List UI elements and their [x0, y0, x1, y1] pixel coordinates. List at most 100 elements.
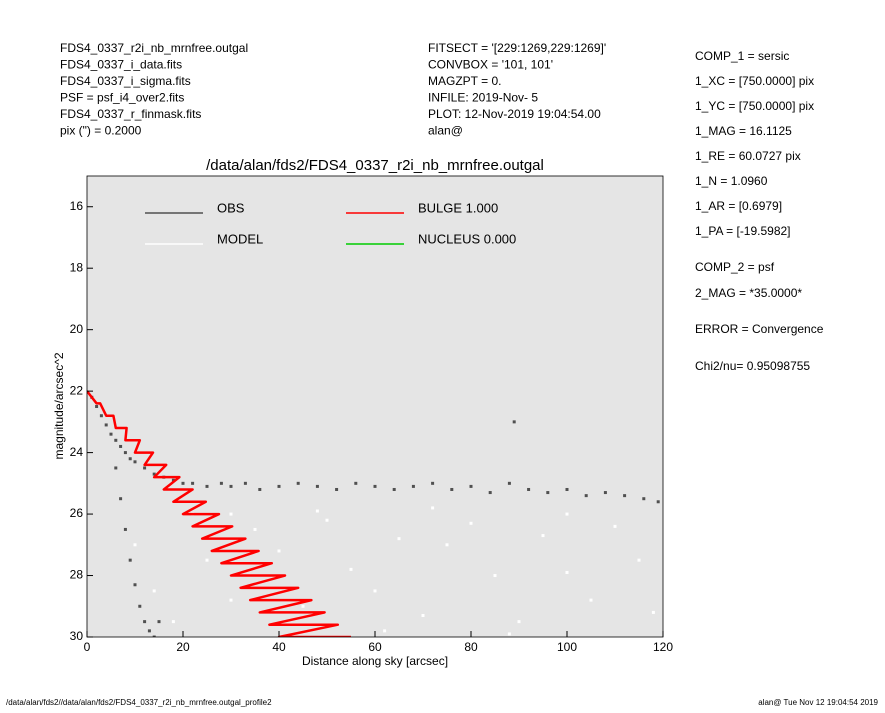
data-point [392, 487, 396, 491]
legend-label: OBS [217, 200, 245, 215]
data-point [229, 484, 233, 488]
data-point [205, 558, 209, 562]
data-point [109, 432, 113, 436]
data-point [128, 457, 132, 461]
y-tick-label: 16 [70, 199, 84, 213]
y-tick-label: 24 [70, 445, 84, 459]
data-point [95, 405, 99, 408]
data-point [277, 484, 281, 488]
data-point [565, 570, 569, 574]
header-left-line: FDS4_0337_r_finmask.fits [60, 107, 201, 121]
data-point [431, 481, 435, 485]
data-point [157, 620, 161, 624]
data-point [589, 598, 593, 602]
data-point [277, 549, 281, 553]
data-point [469, 521, 473, 525]
data-point [243, 481, 247, 485]
data-point [349, 567, 353, 571]
legend-label: BULGE 1.000 [418, 200, 498, 215]
data-point [493, 574, 497, 578]
x-axis-label: Distance along sky [arcsec] [302, 654, 448, 668]
header-right-line: 1_PA = [-19.5982] [695, 224, 791, 238]
legend-label: NUCLEUS 0.000 [418, 231, 516, 246]
data-point [565, 487, 569, 491]
x-tick-label: 100 [557, 640, 577, 654]
header-middle-line: PLOT: 12-Nov-2019 19:04:54.00 [428, 107, 601, 121]
data-point [383, 629, 387, 633]
data-point [411, 484, 415, 488]
x-tick-label: 60 [368, 640, 382, 654]
data-point [123, 451, 127, 455]
header-right-line: 1_AR = [0.6979] [695, 199, 782, 213]
plot-background [87, 176, 663, 637]
data-point [325, 518, 329, 522]
header-right-line: 2_MAG = *35.0000* [695, 286, 802, 300]
data-point [637, 558, 641, 562]
data-point [623, 494, 627, 498]
data-point [613, 524, 617, 528]
data-point [171, 620, 175, 624]
data-point [181, 481, 185, 485]
data-point [147, 629, 151, 633]
data-point [171, 478, 175, 482]
header-middle-line: CONVBOX = '101, 101' [428, 58, 553, 72]
data-point [512, 420, 516, 424]
data-point [152, 472, 156, 476]
data-point [642, 497, 646, 501]
data-point [517, 620, 521, 624]
data-point [138, 604, 142, 608]
data-point [191, 481, 195, 485]
data-point [354, 481, 358, 485]
data-point [99, 414, 103, 418]
data-point [104, 423, 108, 427]
header-right-line: COMP_2 = psf [695, 260, 775, 274]
y-tick-label: 26 [70, 506, 84, 520]
data-point [450, 487, 454, 491]
header-left-line: FDS4_0337_i_data.fits [60, 58, 182, 72]
data-point [315, 484, 319, 488]
data-point [205, 484, 209, 488]
header-middle-line: FITSECT = '[229:1269,229:1269]' [428, 41, 606, 55]
footer-left: /data/alan/fds2//data/alan/fds2/FDS4_033… [6, 698, 272, 707]
data-point [488, 491, 492, 495]
data-point [431, 506, 435, 510]
data-point [258, 487, 262, 491]
data-point [527, 487, 531, 491]
data-point [143, 620, 147, 624]
data-point [114, 438, 118, 442]
header-right-line: 1_RE = 60.0727 pix [695, 149, 801, 163]
header-middle-line: INFILE: 2019-Nov- 5 [428, 91, 538, 105]
data-point [335, 487, 339, 491]
header-right-line: ERROR = Convergence [695, 322, 824, 336]
y-axis-label: magnitude/arcsec^2 [52, 352, 66, 459]
x-tick-label: 0 [84, 640, 91, 654]
header-right-line: 1_N = 1.0960 [695, 174, 768, 188]
header-right-line: COMP_1 = sersic [695, 49, 789, 63]
legend-label: MODEL [217, 231, 263, 246]
footer-right: alan@ Tue Nov 12 19:04:54 2019 [758, 698, 878, 707]
header-right-line: 1_XC = [750.0000] pix [695, 74, 814, 88]
data-point [253, 527, 257, 531]
data-point [229, 598, 233, 602]
data-point [541, 534, 545, 538]
data-point [301, 604, 305, 608]
data-point [219, 481, 223, 485]
data-point [397, 537, 401, 541]
y-tick-label: 30 [70, 629, 84, 643]
data-point [133, 583, 137, 587]
header-right-line: Chi2/nu= 0.95098755 [695, 359, 810, 373]
data-point [229, 512, 233, 516]
header-middle-line: MAGZPT = 0. [428, 74, 501, 88]
data-point [507, 481, 511, 485]
header-left-line: FDS4_0337_r2i_nb_mrnfree.outgal [60, 41, 248, 55]
data-point [143, 466, 147, 470]
y-tick-label: 28 [70, 568, 84, 582]
y-tick-label: 18 [70, 260, 84, 274]
data-point [315, 509, 319, 513]
header-left-line: FDS4_0337_i_sigma.fits [60, 74, 191, 88]
header-right-line: 1_MAG = 16.1125 [695, 124, 792, 138]
data-point [123, 527, 127, 531]
data-point [656, 500, 660, 504]
header-left-line: PSF = psf_i4_over2.fits [60, 91, 184, 105]
